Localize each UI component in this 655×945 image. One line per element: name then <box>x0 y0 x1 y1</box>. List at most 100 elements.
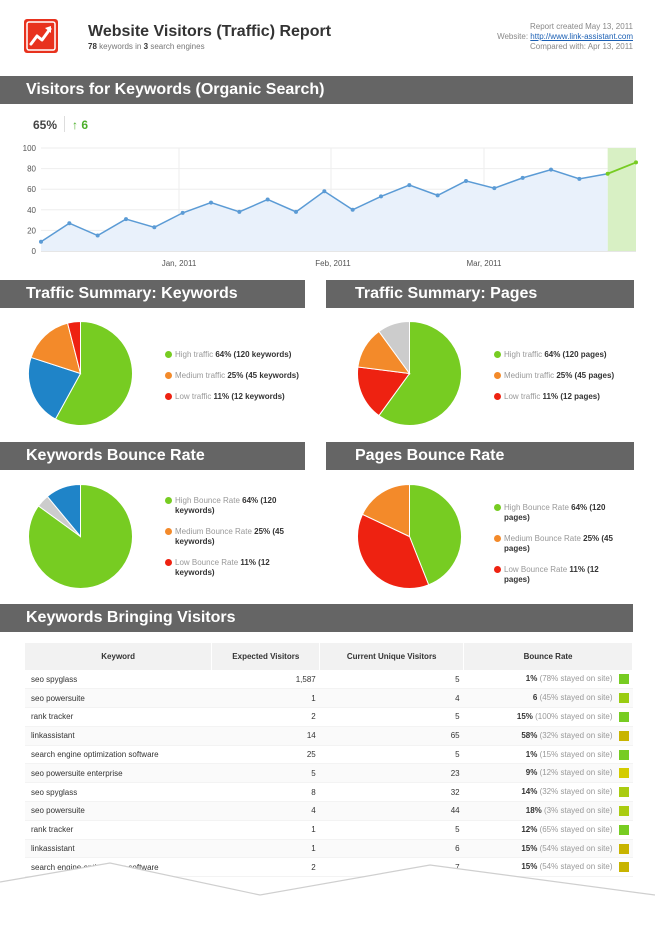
cell-expected-visitors: 1 <box>211 820 320 840</box>
cell-keyword: seo powersuite <box>25 801 212 821</box>
cell-keyword: rank tracker <box>25 820 212 840</box>
cell-expected-visitors: 5 <box>211 763 320 784</box>
cell-current-visitors: 65 <box>319 726 464 746</box>
bounce-note: (54% stayed on site) <box>539 862 613 872</box>
table-row: linkassistant 1 6 15% (54% stayed on site) <box>25 839 633 859</box>
data-point <box>67 221 72 226</box>
legend-label: Medium Bounce Rate <box>504 534 584 543</box>
bounce-value: 12% <box>521 824 540 834</box>
data-point <box>322 189 327 194</box>
cell-current-visitors: 44 <box>319 801 464 821</box>
bounce-indicator-square <box>618 749 629 760</box>
legend-value: 25% (45 keywords) <box>175 527 284 546</box>
legend-dot <box>165 393 172 400</box>
app-logo-icon <box>24 19 58 53</box>
section-bounce-keywords: Keywords Bounce Rate <box>0 442 305 470</box>
legend-dot <box>165 528 172 535</box>
cell-keyword: seo spyglass <box>25 670 212 690</box>
table-row: seo spyglass 1,587 5 1% (78% stayed on site… <box>25 670 633 690</box>
cell-expected-visitors: 8 <box>211 782 320 803</box>
section-bounce-pages: Pages Bounce Rate <box>326 442 634 470</box>
cell-bounce-rate: 15% (54% stayed on site) <box>463 839 633 859</box>
cell-bounce-rate: 14% (32% stayed on site) <box>463 782 633 803</box>
data-point <box>379 194 383 199</box>
data-point <box>95 233 100 238</box>
bounce-indicator-square <box>618 843 629 854</box>
cell-keyword: seo powersuite <box>25 688 212 709</box>
website-link[interactable]: http://www.link-assistant.com <box>530 32 633 41</box>
legend-dot <box>494 535 501 542</box>
bounce-note: (54% stayed on site) <box>539 843 613 853</box>
bounce-indicator-square <box>618 768 629 779</box>
cell-bounce-rate: 12% (65% stayed on site) <box>463 820 633 840</box>
bounce-value: 6 <box>532 693 540 703</box>
col-expected-visitors[interactable]: Expected Visitors <box>211 643 321 670</box>
bounce-value: 15% <box>521 843 540 853</box>
data-point <box>294 209 298 214</box>
section-keywords-bringing: Keywords Bringing Visitors <box>0 604 633 632</box>
legend-value: 64% (120 pages) <box>504 503 606 522</box>
legend-item: Medium traffic 25% (45 keywords) <box>165 371 315 381</box>
pie-slice-red <box>357 366 411 417</box>
bounce-indicator-square <box>618 674 629 685</box>
legend-item: High Bounce Rate 64% (120 pages) <box>494 503 624 523</box>
kpi-value: 65% <box>33 118 58 132</box>
cell-expected-visitors: 4 <box>211 801 320 821</box>
y-tick-label: 80 <box>27 165 36 174</box>
legend-item: Low Bounce Rate 11% (12 pages) <box>494 565 624 585</box>
legend-dot <box>165 372 172 379</box>
x-tick-label: Jan, 2011 <box>162 259 197 268</box>
bounce-indicator-square <box>618 805 629 816</box>
traffic-pages-pie <box>357 321 462 426</box>
cell-keyword: linkassistant <box>25 839 212 859</box>
legend-value: 25% (45 pages) <box>556 371 615 380</box>
bounce-pages-legend: High Bounce Rate 64% (120 pages) Medium B… <box>494 503 624 596</box>
legend-value: 25% (45 keywords) <box>227 371 299 380</box>
legend-label: High traffic <box>175 350 216 359</box>
data-point <box>634 160 638 165</box>
cell-bounce-rate: 15% (100% stayed on site) <box>463 707 633 727</box>
y-tick-label: 40 <box>27 206 36 215</box>
data-point <box>407 183 412 188</box>
legend-label: High traffic <box>504 350 545 359</box>
data-point <box>577 176 582 181</box>
cell-current-visitors: 5 <box>319 820 464 840</box>
visitors-line-chart: 0 20 40 60 80 100 Jan, 2011 Feb, 2011 Mar, 2011 <box>23 144 638 268</box>
pie-slice-orange <box>361 484 410 538</box>
data-point <box>435 193 440 198</box>
x-tick-label: Feb, 2011 <box>315 259 351 268</box>
bounce-value: 58% <box>521 730 540 740</box>
bounce-indicator-square <box>618 787 629 798</box>
cell-current-visitors: 32 <box>319 782 464 803</box>
cell-current-visitors: 6 <box>319 839 464 859</box>
cell-current-visitors: 23 <box>319 763 464 784</box>
table-row: rank tracker 1 5 12% (65% stayed on site) <box>25 820 633 840</box>
page-tear-edge <box>0 862 655 945</box>
legend-label: Medium traffic <box>175 371 228 380</box>
cell-expected-visitors: 1 <box>211 688 320 709</box>
bounce-indicator-square <box>618 862 629 873</box>
col-bounce-rate[interactable]: Bounce Rate <box>463 643 633 670</box>
data-point <box>237 209 242 214</box>
bounce-note: (3% stayed on site) <box>544 806 613 816</box>
y-tick-label: 20 <box>27 226 36 235</box>
legend-dot <box>494 504 501 511</box>
table-row: seo powersuite 1 4 6 (45% stayed on site) <box>25 688 633 709</box>
bounce-value: 18% <box>525 806 545 816</box>
cell-expected-visitors: 1 <box>211 839 320 859</box>
data-point <box>152 225 157 230</box>
cell-keyword: linkassistant <box>25 726 212 746</box>
cell-current-visitors: 5 <box>319 670 464 690</box>
data-point <box>605 171 610 176</box>
col-current-visitors[interactable]: Current Unique Visitors <box>319 643 465 670</box>
legend-dot <box>165 559 172 566</box>
legend-value: 64% (120 keywords) <box>175 496 277 515</box>
x-tick-label: Mar, 2011 <box>467 259 503 268</box>
col-keyword[interactable]: Keyword <box>25 643 213 670</box>
bounce-value: 15% <box>516 712 536 722</box>
report-created: Report created May 13, 2011 <box>529 22 633 31</box>
legend-item: Low traffic 11% (12 keywords) <box>165 392 315 402</box>
bounce-pages-pie <box>357 484 462 589</box>
bounce-value: 1% <box>525 674 540 684</box>
cell-expected-visitors: 2 <box>211 857 320 878</box>
